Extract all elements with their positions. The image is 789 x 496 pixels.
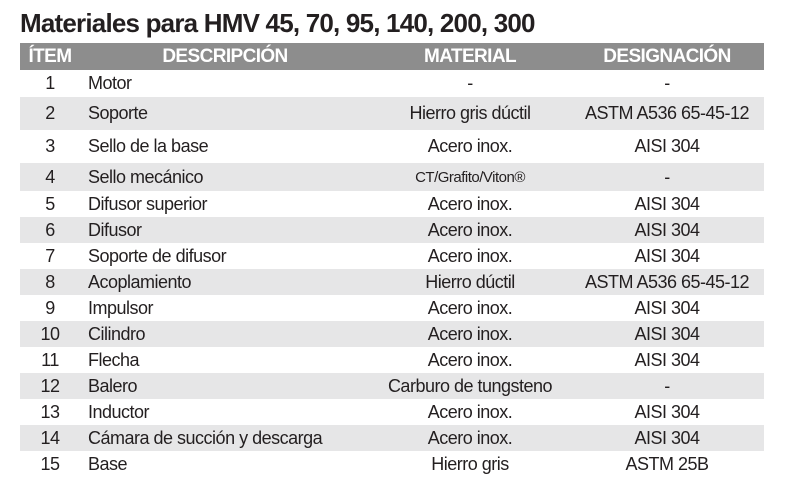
cell-item: 3 [45, 136, 55, 156]
cell-material: Acero inox. [427, 401, 513, 422]
cell-material: Hierro dúctil [425, 271, 515, 292]
cell-item: 1 [45, 73, 55, 93]
cell-material: Acero inox. [427, 193, 513, 214]
materials-table: ÍTEM DESCRIPCIÓN MATERIAL DESIGNACIÓN 1 M… [20, 43, 764, 478]
header-designacion: DESIGNACIÓN [603, 45, 731, 67]
cell-item: 4 [45, 166, 55, 187]
cell-descripcion: Impulsor [88, 297, 154, 318]
cell-designacion: - [664, 166, 670, 187]
cell-descripcion: Soporte [88, 103, 148, 123]
cell-material: Hierro gris dúctil [409, 103, 531, 123]
cell-descripcion: Sello mecánico [88, 166, 204, 187]
table-row: 2 Soporte Hierro gris dúctil ASTM A536 65-4… [20, 97, 764, 130]
cell-designacion: AISI 304 [634, 245, 700, 266]
page-title: Materiales para HMV 45, 70, 95, 140, 200… [20, 8, 535, 38]
table-row: 11 Flecha Acero inox. AISI 304 [20, 347, 764, 373]
cell-designacion: - [664, 375, 670, 396]
cell-descripcion: Cámara de succión y descarga [88, 427, 323, 448]
cell-descripcion: Soporte de difusor [88, 245, 227, 266]
cell-material: Carburo de tungsteno [387, 375, 553, 396]
header-item: ÍTEM [28, 45, 73, 67]
cell-designacion: ASTM A536 65-45-12 [584, 271, 750, 292]
table-row: 6 Difusor Acero inox. AISI 304 [20, 217, 764, 243]
cell-designacion: AISI 304 [634, 401, 700, 422]
cell-descripcion: Difusor [88, 219, 142, 240]
cell-item: 15 [40, 454, 60, 474]
table-row: 14 Cámara de succión y descarga Acero inox… [20, 425, 764, 451]
header-descripcion: DESCRIPCIÓN [162, 45, 288, 67]
cell-item: 8 [45, 271, 55, 292]
cell-item: 13 [40, 401, 60, 422]
cell-material: Hierro gris [431, 454, 509, 474]
cell-material: Acero inox. [427, 427, 513, 448]
cell-descripcion: Cilindro [88, 323, 146, 344]
table-row: 8 Acoplamiento Hierro dúctil ASTM A536 65-4… [20, 269, 764, 295]
cell-material: CT/Grafito/Viton® [415, 168, 525, 186]
table-row: 1 Motor - - [20, 70, 764, 97]
header-material: MATERIAL [424, 45, 517, 67]
cell-material: Acero inox. [427, 349, 513, 370]
table-row: 10 Cilindro Acero inox. AISI 304 [20, 321, 764, 347]
cell-designacion: AISI 304 [634, 349, 700, 370]
cell-descripcion: Difusor superior [88, 193, 208, 214]
cell-item: 5 [45, 193, 55, 214]
table-row: 7 Soporte de difusor Acero inox. AISI 304 [20, 243, 764, 269]
cell-designacion: AISI 304 [634, 297, 700, 318]
table-row: 13 Inductor Acero inox. AISI 304 [20, 399, 764, 425]
cell-item: 11 [41, 349, 59, 370]
cell-designacion: AISI 304 [634, 193, 700, 214]
cell-descripcion: Sello de la base [88, 136, 209, 156]
cell-designacion: AISI 304 [634, 136, 700, 156]
cell-item: 9 [45, 297, 55, 318]
cell-item: 12 [40, 375, 60, 396]
cell-material: - [467, 73, 473, 93]
cell-descripcion: Motor [88, 73, 132, 93]
cell-designacion: ASTM 25B [625, 454, 709, 474]
cell-designacion: AISI 304 [634, 323, 700, 344]
cell-item: 2 [45, 103, 55, 123]
table-row: 15 Base Hierro gris ASTM 25B [20, 451, 764, 478]
cell-material: Acero inox. [427, 323, 513, 344]
cell-material: Acero inox. [427, 245, 513, 266]
table-row: 12 Balero Carburo de tungsteno - [20, 373, 764, 399]
cell-designacion: AISI 304 [634, 219, 700, 240]
cell-designacion: ASTM A536 65-45-12 [584, 103, 750, 123]
cell-item: 7 [45, 245, 55, 266]
cell-designacion: AISI 304 [634, 427, 700, 448]
cell-descripcion: Balero [88, 375, 138, 396]
table-header: ÍTEM DESCRIPCIÓN MATERIAL DESIGNACIÓN [20, 43, 764, 70]
cell-item: 14 [40, 427, 60, 448]
cell-designacion: - [664, 73, 670, 93]
table-row: 5 Difusor superior Acero inox. AISI 304 [20, 191, 764, 217]
cell-material: Acero inox. [427, 297, 513, 318]
cell-descripcion: Base [88, 454, 128, 474]
cell-material: Acero inox. [427, 136, 513, 156]
cell-descripcion: Flecha [88, 349, 140, 370]
cell-descripcion: Acoplamiento [88, 271, 192, 292]
cell-item: 6 [45, 219, 55, 240]
table-row: 4 Sello mecánico CT/Grafito/Viton® - [20, 163, 764, 191]
cell-item: 10 [40, 323, 60, 344]
cell-material: Acero inox. [427, 219, 513, 240]
table-row: 3 Sello de la base Acero inox. AISI 304 [20, 130, 764, 163]
table-row: 9 Impulsor Acero inox. AISI 304 [20, 295, 764, 321]
cell-descripcion: Inductor [88, 401, 150, 422]
